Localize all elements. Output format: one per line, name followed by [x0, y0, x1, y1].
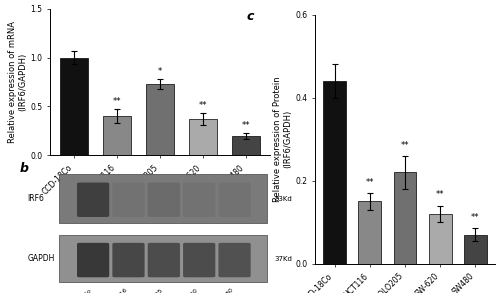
FancyBboxPatch shape [77, 183, 109, 217]
Text: CCD-18Co: CCD-18Co [67, 287, 93, 293]
Text: SW-620: SW-620 [179, 287, 199, 293]
FancyBboxPatch shape [218, 243, 250, 277]
Text: **: ** [436, 190, 444, 199]
Text: HCT116: HCT116 [108, 287, 128, 293]
Text: b: b [20, 162, 29, 175]
Bar [189, 119, 217, 155]
Bar [60, 58, 88, 155]
FancyBboxPatch shape [112, 183, 144, 217]
Bar [464, 235, 487, 264]
Text: **: ** [401, 141, 409, 149]
Text: 37Kd: 37Kd [274, 256, 292, 262]
Text: GAPDH: GAPDH [28, 254, 55, 263]
Text: **: ** [366, 178, 374, 187]
Text: IRF6: IRF6 [28, 194, 44, 203]
Bar [103, 116, 131, 155]
Bar [429, 214, 452, 264]
Text: 53Kd: 53Kd [274, 195, 292, 202]
FancyBboxPatch shape [183, 243, 216, 277]
Text: c: c [246, 10, 254, 23]
FancyBboxPatch shape [77, 243, 109, 277]
Text: *: * [158, 67, 162, 76]
Bar [232, 136, 260, 155]
Text: **: ** [471, 213, 480, 222]
Text: COLO205: COLO205 [140, 287, 164, 293]
Bar [59, 236, 267, 282]
Text: **: ** [112, 98, 121, 106]
FancyBboxPatch shape [112, 243, 144, 277]
Y-axis label: Relative expression of Protein
(IRF6/GAPDH): Relative expression of Protein (IRF6/GAP… [273, 76, 292, 202]
Bar [323, 81, 346, 264]
Text: **: ** [242, 121, 250, 130]
FancyBboxPatch shape [148, 183, 180, 217]
Text: SW480: SW480 [216, 287, 234, 293]
FancyBboxPatch shape [218, 183, 250, 217]
Text: **: ** [199, 101, 207, 110]
Bar [394, 172, 416, 264]
FancyBboxPatch shape [183, 183, 216, 217]
Bar [59, 174, 267, 223]
Y-axis label: Relative expression of mRNA
(IRF6/GAPDH): Relative expression of mRNA (IRF6/GAPDH) [8, 21, 28, 143]
Bar [146, 84, 174, 155]
Bar [358, 202, 381, 264]
FancyBboxPatch shape [148, 243, 180, 277]
